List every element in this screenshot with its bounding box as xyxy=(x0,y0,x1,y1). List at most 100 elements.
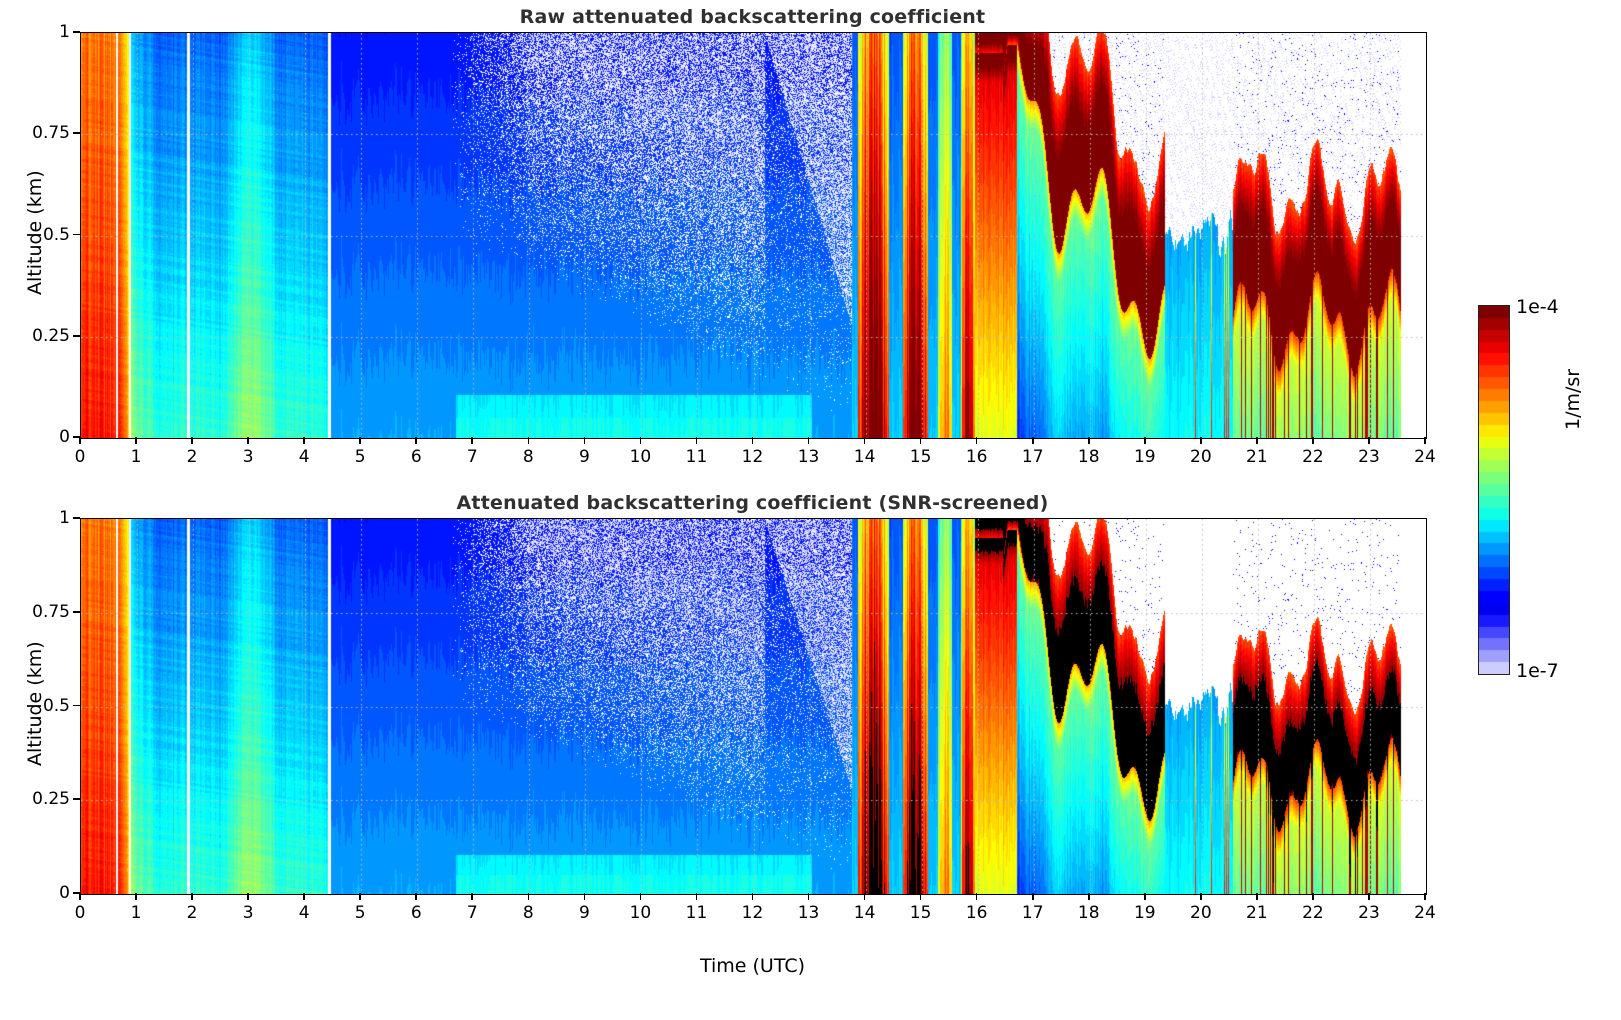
x-tick-label-14: 14 xyxy=(853,903,876,923)
x-tick-label-24: 24 xyxy=(1414,447,1436,467)
x-tick-label-19: 19 xyxy=(1133,447,1156,467)
x-tick-label-6: 6 xyxy=(410,447,422,467)
x-tick-label-24: 24 xyxy=(1414,903,1436,923)
x-tick-mark xyxy=(751,437,754,444)
y-tick-label-0: 0 xyxy=(59,427,70,447)
y-tick-mark xyxy=(73,31,80,33)
x-tick-mark xyxy=(247,437,249,444)
x-tick-label-12: 12 xyxy=(741,903,764,923)
x-tick-label-0: 0 xyxy=(74,903,86,923)
x-tick-label-17: 17 xyxy=(1021,903,1044,923)
colorbar-min-label: 1e-7 xyxy=(1516,660,1559,682)
x-tick-mark xyxy=(863,437,866,444)
x-tick-label-11: 11 xyxy=(685,903,708,923)
x-tick-label-13: 13 xyxy=(797,903,820,923)
x-tick-label-18: 18 xyxy=(1077,447,1100,467)
x-tick-mark xyxy=(639,893,642,900)
x-tick-label-18: 18 xyxy=(1077,903,1100,923)
x-tick-label-15: 15 xyxy=(909,447,932,467)
x-tick-label-9: 9 xyxy=(578,447,590,467)
x-tick-label-5: 5 xyxy=(354,447,366,467)
x-tick-mark xyxy=(191,893,193,900)
y-tick-label-1: 1 xyxy=(59,508,70,528)
x-tick-label-15: 15 xyxy=(909,903,932,923)
x-tick-label-6: 6 xyxy=(410,903,422,923)
x-axis-label: Time (UTC) xyxy=(699,955,806,977)
x-tick-mark xyxy=(1200,893,1202,900)
x-tick-mark xyxy=(1031,437,1034,444)
x-tick-label-23: 23 xyxy=(1358,903,1380,923)
x-tick-mark xyxy=(919,893,922,900)
x-tick-label-16: 16 xyxy=(965,903,988,923)
x-tick-label-22: 22 xyxy=(1302,447,1324,467)
x-tick-mark xyxy=(807,437,810,444)
x-tick-mark xyxy=(583,437,586,444)
heatmap-image-raw xyxy=(81,33,1426,438)
x-tick-mark xyxy=(695,893,698,900)
heatmap-panel-raw[interactable] xyxy=(80,32,1427,439)
y-axis-label-screened: Altitude (km) xyxy=(24,640,46,766)
x-tick-mark xyxy=(1087,437,1090,444)
x-tick-label-19: 19 xyxy=(1133,903,1156,923)
colorbar-gradient xyxy=(1478,305,1510,675)
x-tick-mark xyxy=(135,437,137,444)
x-tick-label-7: 7 xyxy=(466,903,478,923)
x-tick-mark xyxy=(303,437,305,444)
x-tick-label-9: 9 xyxy=(578,903,590,923)
x-tick-label-10: 10 xyxy=(629,447,652,467)
y-tick-label-0.75: 0.75 xyxy=(32,123,70,144)
x-tick-label-12: 12 xyxy=(741,447,764,467)
x-tick-mark xyxy=(247,893,249,900)
panel-title-raw: Raw attenuated backscattering coefficien… xyxy=(519,6,986,28)
y-tick-mark xyxy=(73,517,80,519)
colorbar-unit-label: 1/m/sr xyxy=(1562,368,1584,430)
x-tick-mark xyxy=(1143,893,1146,900)
x-tick-mark xyxy=(1256,893,1258,900)
y-tick-label-0.5: 0.5 xyxy=(42,224,70,245)
x-tick-mark xyxy=(639,437,642,444)
x-tick-label-3: 3 xyxy=(242,903,254,923)
x-tick-mark xyxy=(1312,437,1314,444)
x-tick-mark xyxy=(1031,893,1034,900)
x-tick-label-10: 10 xyxy=(629,903,652,923)
x-tick-mark xyxy=(919,437,922,444)
x-tick-label-0: 0 xyxy=(74,447,86,467)
x-tick-label-4: 4 xyxy=(298,903,310,923)
x-tick-label-23: 23 xyxy=(1358,447,1380,467)
x-tick-label-1: 1 xyxy=(130,447,142,467)
x-tick-mark xyxy=(359,437,361,444)
x-tick-mark xyxy=(1424,437,1426,444)
x-tick-label-20: 20 xyxy=(1190,903,1212,923)
x-tick-mark xyxy=(415,437,418,444)
x-tick-label-5: 5 xyxy=(354,903,366,923)
y-tick-label-0.25: 0.25 xyxy=(32,789,70,810)
x-tick-mark xyxy=(527,437,530,444)
x-tick-mark xyxy=(79,437,81,444)
y-tick-label-1: 1 xyxy=(59,22,70,42)
y-tick-mark xyxy=(73,233,80,236)
x-tick-mark xyxy=(1256,437,1258,444)
x-tick-mark xyxy=(471,893,474,900)
heatmap-panel-screened[interactable] xyxy=(80,518,1427,895)
x-tick-label-8: 8 xyxy=(522,903,534,923)
panel-title-screened: Attenuated backscattering coefficient (S… xyxy=(456,492,1049,514)
x-tick-label-21: 21 xyxy=(1246,447,1268,467)
x-tick-mark xyxy=(1312,893,1314,900)
x-tick-mark xyxy=(751,893,754,900)
x-tick-mark xyxy=(303,893,305,900)
x-tick-label-3: 3 xyxy=(242,447,254,467)
y-tick-mark xyxy=(73,132,80,135)
x-tick-mark xyxy=(1087,893,1090,900)
x-tick-label-8: 8 xyxy=(522,447,534,467)
x-tick-mark xyxy=(863,893,866,900)
x-tick-mark xyxy=(1143,437,1146,444)
heatmap-image-screened xyxy=(81,519,1426,894)
x-tick-label-22: 22 xyxy=(1302,903,1324,923)
x-tick-label-20: 20 xyxy=(1190,447,1212,467)
x-tick-label-21: 21 xyxy=(1246,903,1268,923)
x-tick-mark xyxy=(975,437,978,444)
colorbar-max-label: 1e-4 xyxy=(1516,296,1559,318)
colorbar[interactable] xyxy=(1478,305,1510,675)
x-tick-label-11: 11 xyxy=(685,447,708,467)
